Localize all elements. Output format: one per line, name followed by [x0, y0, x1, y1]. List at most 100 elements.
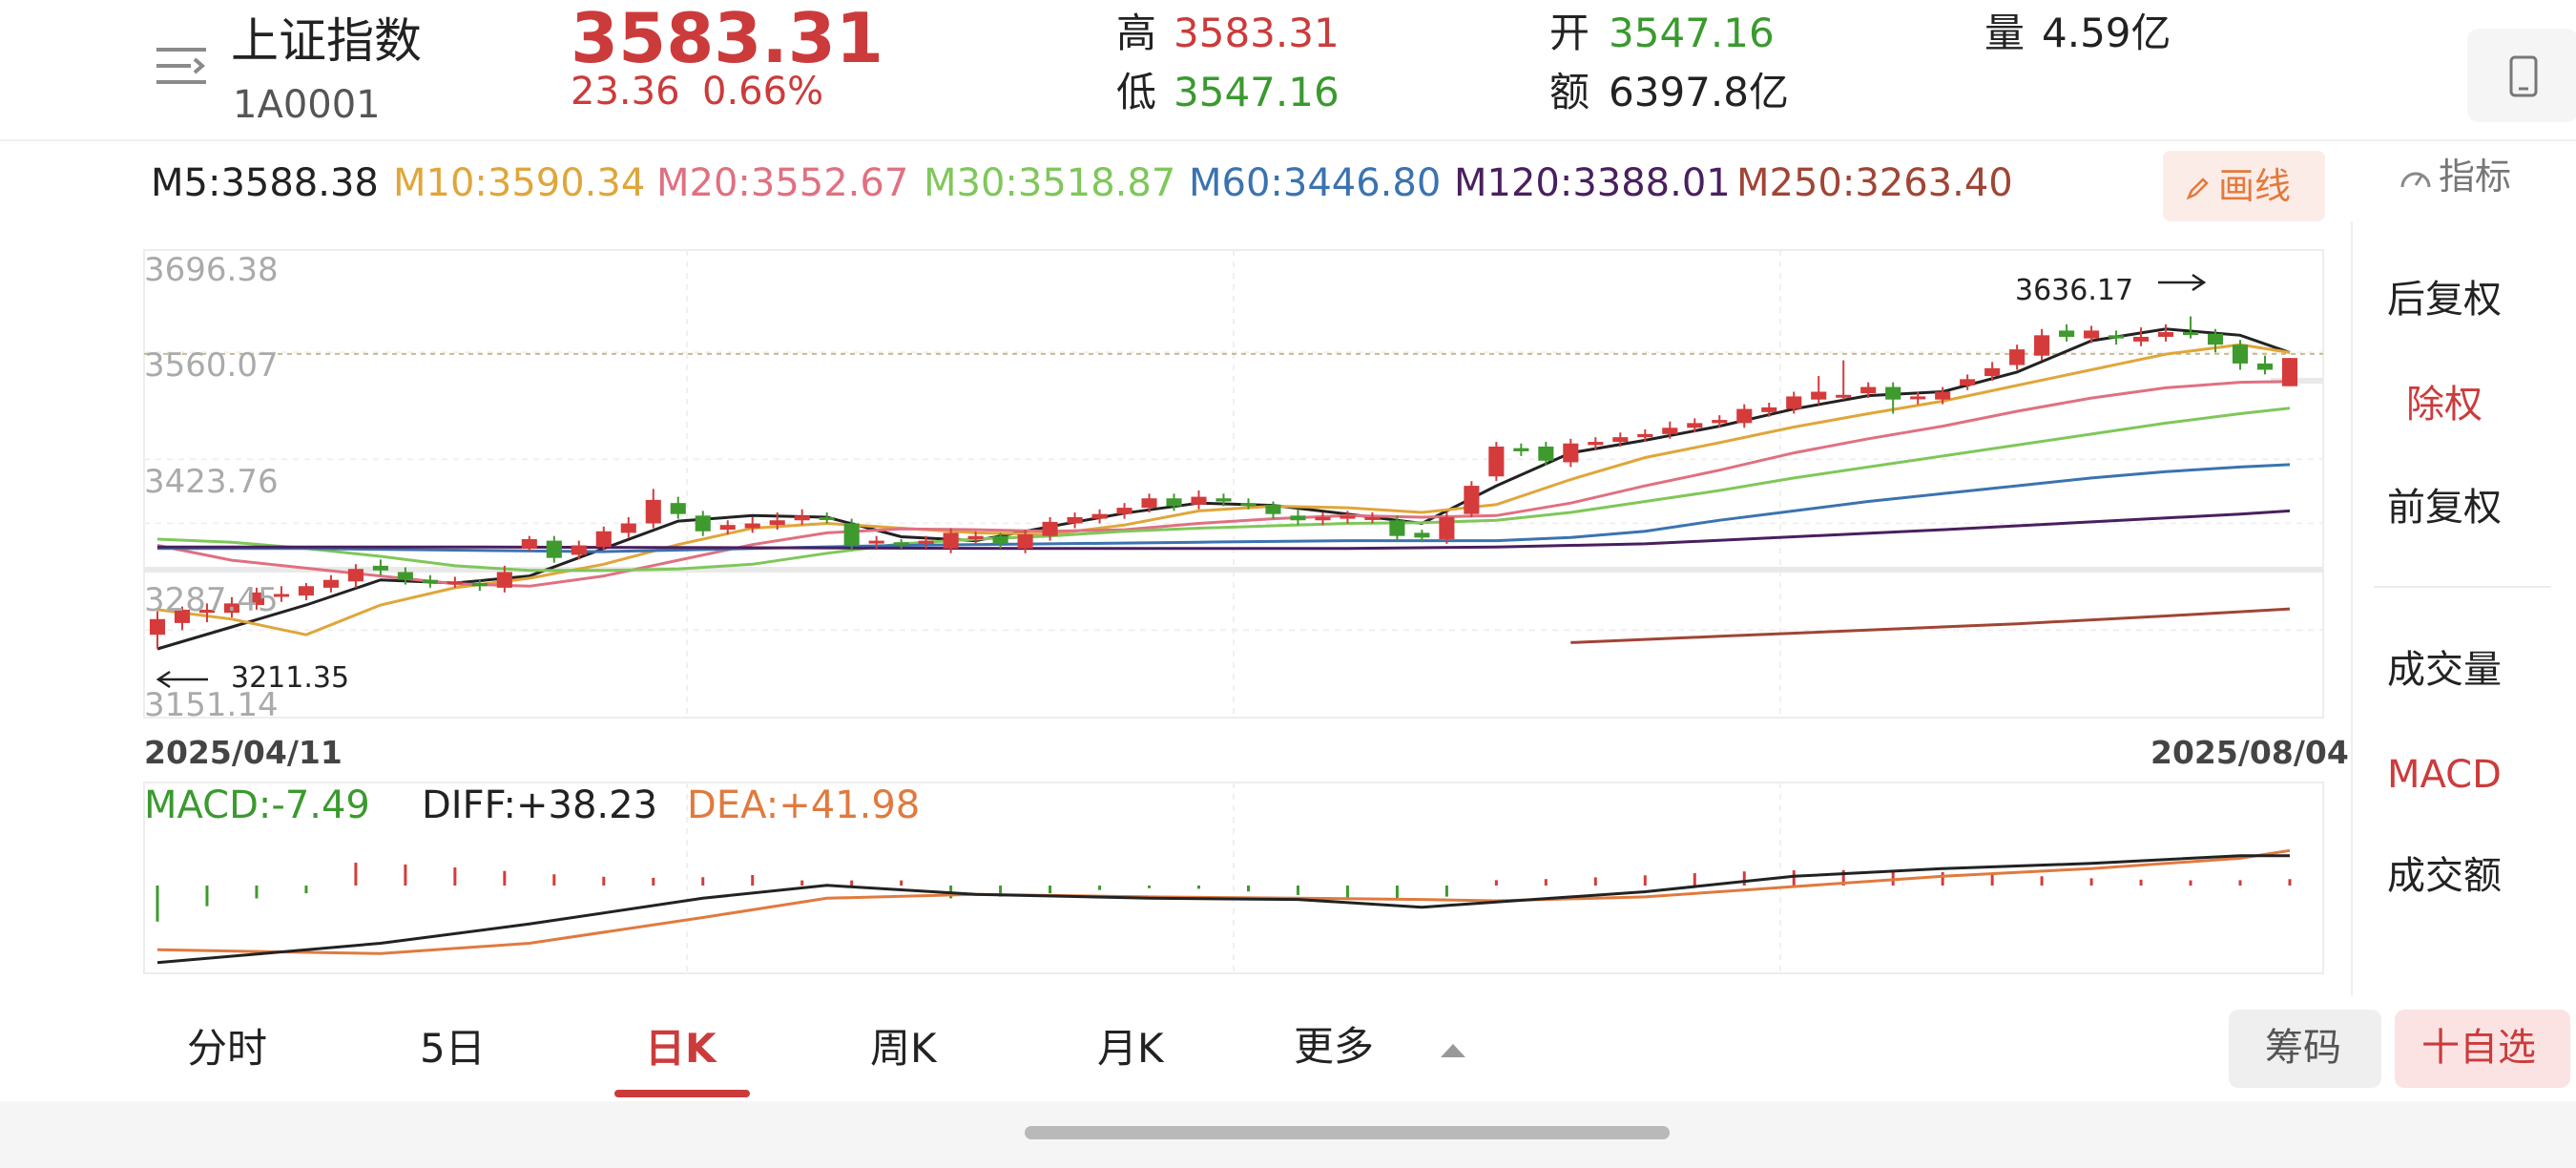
candle-body — [1364, 516, 1381, 520]
candle-body — [322, 579, 339, 588]
caret-up-icon[interactable] — [1439, 1040, 1467, 1059]
low-label: 低 — [1116, 69, 1157, 115]
indicator-button[interactable]: 指标 — [2395, 153, 2547, 202]
y-tick-label: 3287.45 — [144, 581, 279, 619]
candle-body — [1141, 498, 1157, 509]
candle-body — [397, 572, 413, 580]
min-arrowhead — [156, 670, 171, 689]
ma-line-m5 — [156, 327, 2291, 651]
candle-body — [1860, 386, 1877, 394]
candle-body — [546, 540, 562, 558]
ma-line-m30 — [156, 407, 2291, 573]
candle-body — [1464, 486, 1480, 514]
tab-intraday[interactable]: 分时 — [187, 1025, 268, 1072]
candle-body — [620, 523, 636, 533]
volume-label: 量 — [1984, 10, 2025, 56]
macd-indicator-option[interactable]: MACD — [2387, 753, 2502, 797]
adjust-back-option[interactable]: 后复权 — [2387, 278, 2502, 322]
volume-value: 4.59亿 — [2042, 10, 2171, 56]
candle-body — [893, 542, 909, 546]
candle-body — [992, 535, 1008, 544]
candle-body — [571, 545, 587, 555]
candle-body — [2059, 330, 2075, 337]
candle-body — [347, 569, 364, 582]
candle-body — [2133, 336, 2150, 342]
candle-body — [471, 582, 488, 587]
candle-body — [719, 525, 736, 531]
candle-body — [447, 581, 463, 585]
ma-legend-item: M20:3552.67 — [656, 161, 909, 205]
tab-daily-k[interactable]: 日K — [645, 1025, 717, 1072]
candle-body — [1166, 498, 1182, 507]
last-price: 3583.31 — [571, 0, 883, 78]
menu-icon[interactable] — [153, 42, 210, 90]
dea-line — [156, 848, 2291, 955]
candle-body — [496, 572, 512, 588]
open-label: 开 — [1549, 10, 1590, 56]
start-date-label: 2025/04/11 — [144, 734, 343, 771]
side-panel — [2351, 221, 2572, 996]
amount-value: 6397.8亿 — [1609, 69, 1789, 115]
index-name: 上证指数 — [231, 13, 422, 69]
diff-value: DIFF:+38.23 — [422, 783, 658, 827]
tab-more[interactable]: 更多 — [1294, 1023, 1375, 1070]
tab-weekly-k[interactable]: 周K — [870, 1025, 937, 1072]
candle-body — [248, 592, 265, 605]
candle-body — [1612, 437, 1629, 443]
separator-band — [144, 567, 2323, 573]
candle-body — [695, 515, 711, 532]
high-label: 高 — [1116, 10, 1157, 56]
landscape-toggle-button[interactable] — [2467, 29, 2576, 122]
macd-value: MACD:-7.49 — [144, 783, 370, 827]
candle-body — [1736, 408, 1753, 424]
pencil-icon — [2186, 177, 2209, 200]
gauge-icon — [2400, 172, 2431, 188]
diff-line — [156, 854, 2290, 965]
kline-chart[interactable] — [0, 0, 2576, 1002]
amount-indicator-option[interactable]: 成交额 — [2387, 854, 2502, 898]
candle-body — [1538, 447, 1554, 461]
candle-body — [1067, 516, 1083, 524]
candle-body — [769, 520, 785, 526]
ma-line-m250 — [1570, 607, 2291, 644]
candle-body — [744, 523, 760, 529]
tab-monthly-k[interactable]: 月K — [1097, 1025, 1164, 1072]
candle-body — [1712, 420, 1728, 424]
low-value: 3547.16 — [1174, 69, 1340, 115]
candle-body — [2109, 335, 2125, 339]
chips-button[interactable]: 筹码 — [2229, 1010, 2381, 1088]
candle-body — [1836, 394, 1852, 398]
candle-body — [794, 515, 810, 521]
candle-body — [595, 531, 612, 548]
candle-body — [1290, 515, 1306, 521]
adjust-none-option[interactable]: 除权 — [2406, 383, 2483, 427]
candle-body — [868, 540, 884, 544]
candle-body — [670, 503, 686, 514]
volume-indicator-option[interactable]: 成交量 — [2387, 648, 2502, 692]
add-favorite-label: 十自选 — [2421, 1026, 2536, 1070]
amount-label: 额 — [1549, 69, 1590, 115]
candle-body — [819, 516, 835, 520]
y-tick-label: 3423.76 — [144, 463, 279, 501]
candle-body — [2256, 363, 2274, 370]
candle-body — [1588, 442, 1604, 446]
ma-legend-item: M30:3518.87 — [924, 161, 1176, 205]
candle-body — [1240, 503, 1257, 507]
candle-body — [1885, 386, 1901, 400]
candle-body — [2009, 349, 2025, 365]
candle-body — [521, 538, 537, 549]
candle-body — [1042, 521, 1058, 536]
adjust-forward-option[interactable]: 前复权 — [2387, 486, 2502, 530]
index-code: 1A0001 — [233, 83, 381, 127]
draw-line-button[interactable]: 画线 — [2163, 151, 2325, 221]
home-indicator[interactable] — [1025, 1126, 1670, 1139]
add-favorite-button[interactable]: 十自选 — [2395, 1010, 2570, 1088]
candle-body — [2034, 335, 2050, 356]
candle-body — [2232, 344, 2249, 364]
ma-legend-item: M120:3388.01 — [1454, 161, 1731, 205]
tab-5day[interactable]: 5日 — [420, 1025, 486, 1072]
high-value: 3583.31 — [1174, 10, 1340, 56]
ma-line-m120 — [157, 509, 2291, 551]
candle-body — [1960, 379, 1976, 386]
candle-body — [2281, 358, 2298, 386]
